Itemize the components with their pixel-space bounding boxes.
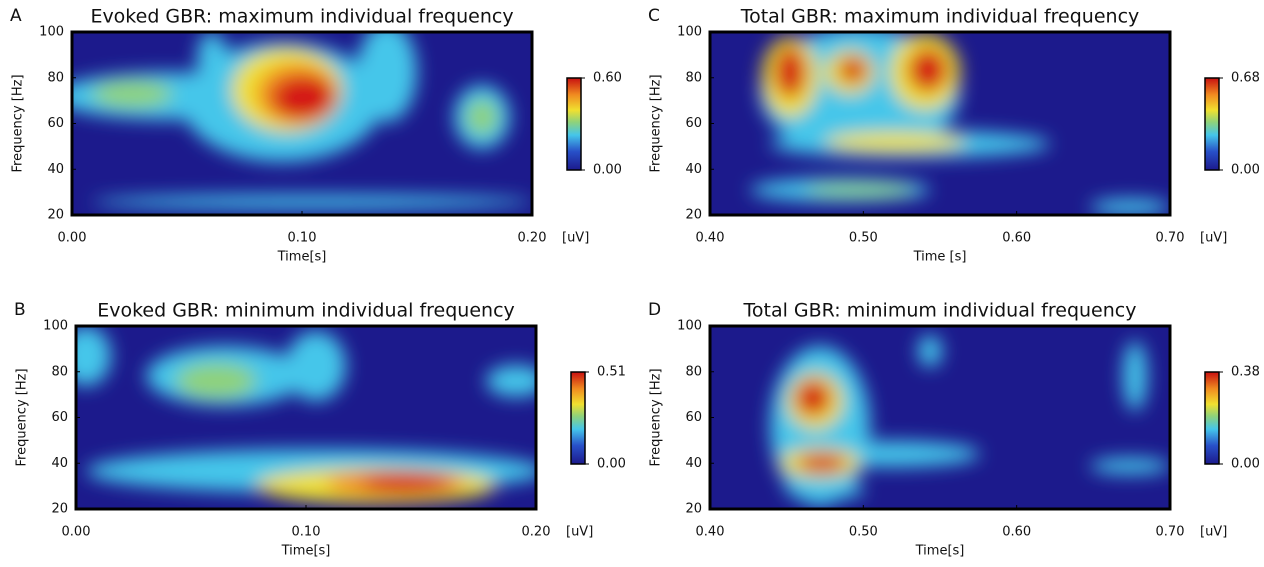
y-axis-label: Frequency [Hz] [649, 368, 664, 466]
y-tick-label: 60 [51, 410, 68, 425]
x-tick-label: 0.20 [522, 525, 551, 540]
x-axis-label: Time[s] [277, 250, 327, 265]
y-tick-label: 100 [677, 319, 702, 334]
y-tick-label: 20 [685, 502, 702, 517]
chart-title: Evoked GBR: maximum individual frequency [90, 6, 513, 28]
y-tick-label: 20 [51, 502, 68, 517]
heatmap [52, 22, 532, 215]
y-tick-label: 100 [677, 25, 702, 40]
y-tick-label: 100 [43, 319, 68, 334]
y-tick-label: 40 [685, 162, 702, 177]
x-tick-label: 0.00 [58, 231, 87, 246]
y-tick-label: 60 [47, 116, 64, 131]
y-axis-label: Frequency [Hz] [649, 74, 664, 172]
x-tick-label: 0.40 [696, 525, 725, 540]
panel: D Total GBR: minimum individual frequency… [648, 300, 1260, 559]
colorbar-tick-label: 0.00 [1231, 163, 1260, 178]
colorbar-unit: [uV] [562, 231, 589, 246]
y-tick-label: 60 [685, 410, 702, 425]
y-tick-label: 80 [47, 70, 64, 85]
panel-label: B [14, 300, 26, 320]
y-tick-label: 20 [685, 208, 702, 223]
colorbar-tick-label: 0.38 [1231, 365, 1260, 380]
x-axis-label: Time [s] [913, 250, 967, 265]
panel-label: D [648, 300, 661, 320]
y-tick-label: 40 [51, 456, 68, 471]
panel: A Evoked GBR: maximum individual frequenc… [10, 6, 622, 265]
panel-label: C [648, 6, 660, 26]
y-axis-label: Frequency [Hz] [11, 74, 26, 172]
colorbar-unit: [uV] [1200, 231, 1227, 246]
colorbar [1205, 372, 1219, 464]
y-tick-label: 60 [685, 116, 702, 131]
panel: C Total GBR: maximum individual frequency… [648, 6, 1260, 265]
x-tick-label: 0.50 [849, 231, 878, 246]
x-tick-label: 0.70 [1156, 231, 1185, 246]
colorbar-unit: [uV] [566, 525, 593, 540]
x-tick-label: 0.70 [1156, 525, 1185, 540]
y-tick-label: 40 [47, 162, 64, 177]
colorbar [1205, 78, 1219, 170]
y-tick-label: 40 [685, 456, 702, 471]
heatmap [61, 326, 546, 509]
chart-title: Evoked GBR: minimum individual frequency [97, 300, 515, 322]
x-tick-label: 0.10 [292, 525, 321, 540]
y-axis-label: Frequency [Hz] [15, 368, 30, 466]
x-axis-label: Time[s] [915, 544, 965, 559]
x-tick-label: 0.60 [1002, 525, 1031, 540]
x-axis-label: Time[s] [281, 544, 331, 559]
heatmap [710, 27, 1170, 215]
panel-label: A [10, 6, 22, 26]
x-tick-label: 0.60 [1002, 231, 1031, 246]
colorbar [571, 372, 585, 464]
x-tick-label: 0.20 [518, 231, 547, 246]
panel: B Evoked GBR: minimum individual frequenc… [14, 300, 626, 559]
x-tick-label: 0.50 [849, 525, 878, 540]
y-tick-label: 100 [39, 25, 64, 40]
colorbar-tick-label: 0.60 [593, 71, 622, 86]
x-tick-label: 0.40 [696, 231, 725, 246]
colorbar-tick-label: 0.00 [593, 163, 622, 178]
figure: A Evoked GBR: maximum individual frequenc… [0, 0, 1264, 567]
x-tick-label: 0.10 [288, 231, 317, 246]
colorbar-unit: [uV] [1200, 525, 1227, 540]
y-tick-label: 80 [685, 70, 702, 85]
heatmap [710, 326, 1170, 509]
y-tick-label: 20 [47, 208, 64, 223]
colorbar [567, 78, 581, 170]
colorbar-tick-label: 0.00 [597, 457, 626, 472]
chart-title: Total GBR: minimum individual frequency [743, 300, 1137, 322]
y-tick-label: 80 [685, 364, 702, 379]
colorbar-tick-label: 0.68 [1231, 71, 1260, 86]
chart-title: Total GBR: maximum individual frequency [740, 6, 1140, 28]
colorbar-tick-label: 0.00 [1231, 457, 1260, 472]
y-tick-label: 80 [51, 364, 68, 379]
colorbar-tick-label: 0.51 [597, 365, 626, 380]
x-tick-label: 0.00 [62, 525, 91, 540]
